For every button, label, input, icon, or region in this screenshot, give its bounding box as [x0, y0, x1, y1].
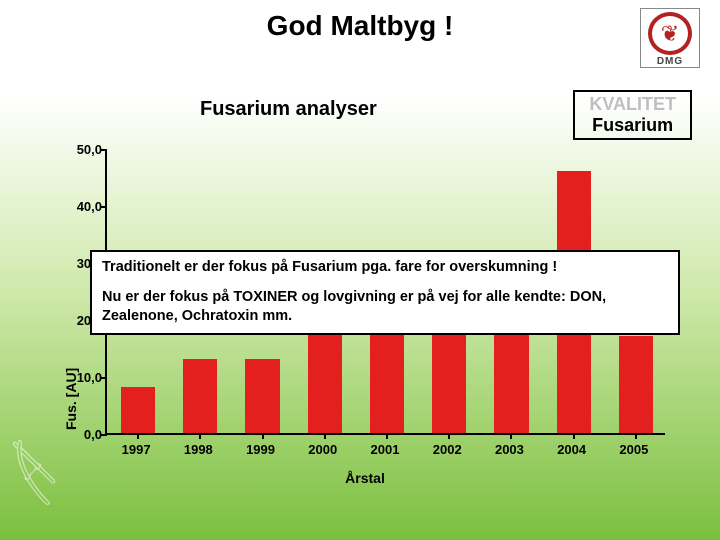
quality-line2: Fusarium [589, 115, 676, 136]
x-tick-mark [262, 433, 264, 439]
x-tick-label: 1999 [229, 442, 291, 457]
quality-box: KVALITET Fusarium [573, 90, 692, 140]
callout-line2: Nu er der fokus på TOXINER og lovgivning… [102, 288, 668, 327]
x-tick-label: 2000 [292, 442, 354, 457]
y-tick-label: 50,0 [62, 142, 102, 157]
x-axis-label: Årstal [55, 470, 675, 486]
y-tick-mark [101, 434, 107, 436]
wheat-decoration-icon: 𓌸 [10, 421, 58, 520]
x-tick-mark [573, 433, 575, 439]
y-tick-label: 40,0 [62, 199, 102, 214]
x-tick-mark [635, 433, 637, 439]
slide: God Maltbyg ! ❦ DMG Fusarium analyser KV… [0, 0, 720, 540]
callout-box: Traditionelt er der fokus på Fusarium pg… [90, 250, 680, 335]
x-tick-label: 2003 [478, 442, 540, 457]
bar [619, 336, 653, 433]
y-tick-label: 0,0 [62, 427, 102, 442]
header: God Maltbyg ! [0, 10, 720, 42]
x-tick-mark [324, 433, 326, 439]
x-tick-label: 2004 [541, 442, 603, 457]
x-tick-mark [386, 433, 388, 439]
x-tick-label: 1997 [105, 442, 167, 457]
x-tick-mark [448, 433, 450, 439]
x-tick-mark [137, 433, 139, 439]
bar [121, 387, 155, 433]
x-tick-mark [510, 433, 512, 439]
x-tick-label: 1998 [167, 442, 229, 457]
bar [245, 359, 279, 433]
quality-line1: KVALITET [589, 94, 676, 115]
callout-line1: Traditionelt er der fokus på Fusarium pg… [102, 258, 668, 278]
x-tick-label: 2001 [354, 442, 416, 457]
wheat-icon: ❦ [648, 12, 692, 55]
x-tick-mark [199, 433, 201, 439]
x-tick-label: 2002 [416, 442, 478, 457]
bar [183, 359, 217, 433]
x-tick-label: 2005 [603, 442, 665, 457]
logo: ❦ DMG [640, 8, 700, 68]
bar [494, 319, 528, 433]
y-tick-mark [101, 377, 107, 379]
y-tick-mark [101, 149, 107, 151]
chart-title: Fusarium analyser [200, 98, 377, 121]
y-tick-mark [101, 206, 107, 208]
y-tick-label: 10,0 [62, 370, 102, 385]
page-title: God Maltbyg ! [267, 10, 454, 42]
logo-text: DMG [657, 56, 683, 67]
